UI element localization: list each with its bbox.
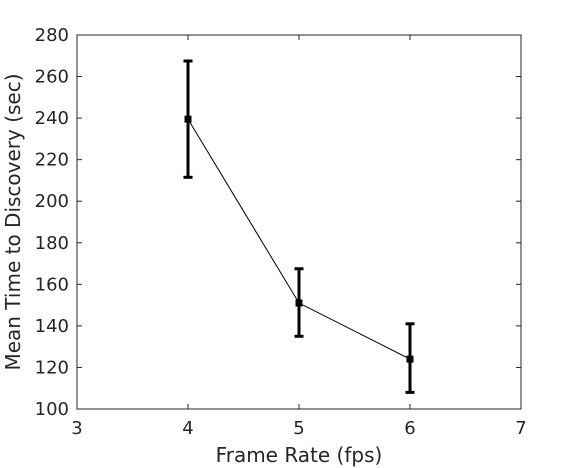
- x-tick-label: 3: [71, 418, 82, 439]
- x-tick-label: 4: [182, 418, 193, 439]
- y-tick-label: 240: [35, 108, 69, 129]
- y-tick-label: 220: [35, 150, 69, 171]
- x-axis-ticks: 3 4 5 6 7: [71, 35, 527, 439]
- x-tick-label: 7: [515, 418, 526, 439]
- y-tick-label: 120: [35, 357, 69, 378]
- y-tick-label: 200: [35, 191, 69, 212]
- y-axis-label: Mean Time to Discovery (sec): [1, 73, 25, 370]
- y-tick-label: 260: [35, 67, 69, 88]
- y-tick-label: 180: [35, 233, 69, 254]
- y-tick-label: 140: [35, 316, 69, 337]
- x-tick-label: 5: [293, 418, 304, 439]
- plot-area: [76, 34, 522, 410]
- y-tick-label: 160: [35, 274, 69, 295]
- x-tick-label: 6: [404, 418, 415, 439]
- data-point: [295, 299, 303, 307]
- series-layer: [183, 59, 415, 394]
- y-axis-ticks: 100 120 140 160 180 200 220 240 260 280: [35, 25, 521, 420]
- y-tick-label: 280: [35, 25, 69, 46]
- x-axis-label: Frame Rate (fps): [216, 443, 383, 467]
- data-point: [406, 355, 414, 363]
- y-tick-label: 100: [35, 399, 69, 420]
- data-point: [184, 115, 192, 123]
